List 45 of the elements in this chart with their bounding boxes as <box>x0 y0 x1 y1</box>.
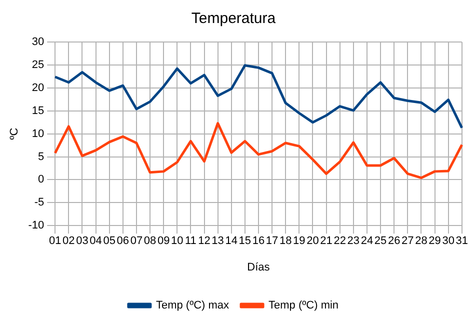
x-tick-label: 22 <box>334 235 346 248</box>
x-tick-label: 10 <box>171 235 184 248</box>
y-tick-label: 30 <box>32 36 44 48</box>
x-tick-label: 01 <box>48 235 62 248</box>
x-tick-label: 29 <box>428 235 441 248</box>
x-tick-label: 09 <box>157 235 170 248</box>
y-tick-label: 20 <box>32 82 44 94</box>
x-tick-label: 11 <box>184 235 196 248</box>
x-tick-label: 17 <box>266 235 278 248</box>
x-tick-label: 05 <box>103 235 116 248</box>
x-tick-label: 21 <box>320 235 332 248</box>
x-tick-label: 07 <box>130 235 143 248</box>
x-tick-label: 30 <box>442 235 454 248</box>
x-tick-label: 23 <box>347 235 360 248</box>
y-tick-label: 0 <box>38 174 44 186</box>
x-tick-label: 13 <box>212 235 224 248</box>
y-tick-label: -10 <box>28 220 44 232</box>
x-tick-label: 26 <box>388 235 400 248</box>
x-tick-label: 12 <box>198 235 210 248</box>
y-tick-label: 5 <box>38 150 44 163</box>
x-axis-title: Días <box>247 261 270 274</box>
x-tick-label: 03 <box>76 235 88 248</box>
x-tick-label: 15 <box>238 235 252 248</box>
y-tick-label: 15 <box>32 104 44 117</box>
chart-title: Temperatura <box>191 10 276 28</box>
x-tick-label: 19 <box>293 235 306 248</box>
y-tick-label: 10 <box>32 128 44 140</box>
x-tick-label: 04 <box>90 235 102 248</box>
x-tick-label: 27 <box>402 235 414 248</box>
x-tick-label: 28 <box>415 235 428 248</box>
x-tick-label: 20 <box>306 235 319 248</box>
x-tick-label: 08 <box>144 235 156 248</box>
x-tick-label: 02 <box>62 235 75 248</box>
x-tick-label: 18 <box>279 235 292 248</box>
y-tick-label: -5 <box>34 196 44 209</box>
x-tick-label: 14 <box>225 235 238 248</box>
legend-label: Temp (ºC) min <box>268 300 339 312</box>
x-tick-label: 24 <box>360 235 374 248</box>
legend-label: Temp (ºC) max <box>156 300 230 312</box>
x-tick-label: 25 <box>374 235 387 248</box>
x-tick-label: 16 <box>252 235 265 248</box>
x-tick-label: 06 <box>116 235 130 248</box>
y-tick-label: 25 <box>32 58 44 71</box>
x-tick-label: 31 <box>456 235 468 248</box>
y-axis-title: ºC <box>8 128 21 140</box>
